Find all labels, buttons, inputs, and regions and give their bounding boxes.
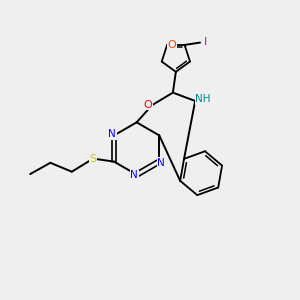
Text: O: O — [167, 40, 176, 50]
Text: O: O — [143, 100, 152, 110]
Text: N: N — [108, 129, 116, 139]
Text: N: N — [130, 170, 138, 180]
Text: S: S — [90, 154, 97, 164]
Text: I: I — [204, 37, 207, 47]
Text: N: N — [157, 158, 165, 168]
Text: NH: NH — [195, 94, 211, 104]
